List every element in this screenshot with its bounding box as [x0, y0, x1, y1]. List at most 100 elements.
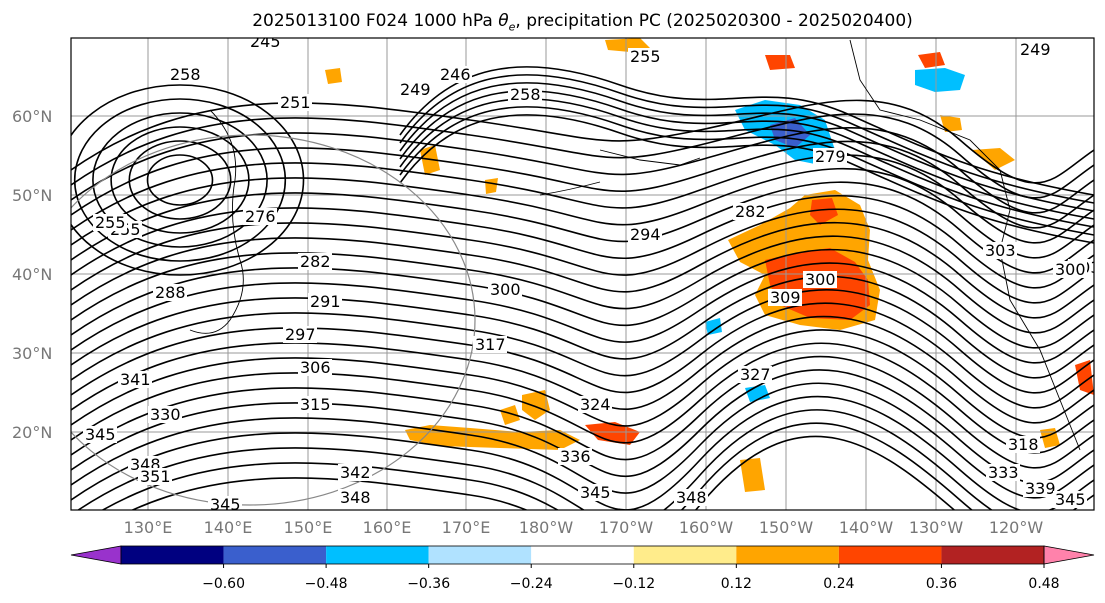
- theta-e-contour: [399, 114, 1094, 244]
- contour-label-background: [398, 81, 432, 98]
- precip-positive-patch: [325, 68, 342, 84]
- contour-label: 327: [740, 365, 771, 384]
- theta-e-contour: [399, 74, 1094, 204]
- longitude-label: 120°W: [989, 518, 1044, 537]
- contour-label: 300: [805, 270, 836, 289]
- theta-e-contour: [71, 275, 1094, 379]
- longitude-label: 130°E: [124, 518, 173, 537]
- longitude-label: 160°W: [679, 518, 734, 537]
- longitude-label: 140°W: [839, 518, 894, 537]
- longitude-label: 160°E: [363, 518, 412, 537]
- theta-e-contour: [71, 154, 1094, 244]
- theta-e-contour: [399, 82, 1094, 212]
- contour-label-background: [298, 396, 332, 413]
- map-title: 2025013100 F024 1000 hPa θe, precipitati…: [252, 11, 913, 34]
- contour-label: 342: [340, 463, 371, 482]
- contour-label: 279: [815, 147, 846, 166]
- contour-label-background: [738, 366, 772, 383]
- theta-e-contour: [73, 98, 287, 262]
- theta-e-contour: [146, 154, 214, 206]
- theta-e-contour: [71, 289, 1094, 394]
- theta-e-contour: [71, 382, 1094, 499]
- colorbar-segment: [941, 546, 1044, 564]
- contour-label: 249: [1020, 40, 1051, 59]
- contour-label: 333: [988, 463, 1019, 482]
- contour-label: 341: [120, 370, 151, 389]
- contour-label-background: [93, 214, 127, 231]
- contour-label: 345: [85, 425, 116, 444]
- precip-negative-patch: [915, 68, 965, 92]
- contour-labels: 245 258 251 249 246 255 258 255 249 276 282 291 297 3…: [83, 32, 1094, 510]
- contour-label: 276: [245, 207, 276, 226]
- contour-label: 258: [510, 85, 541, 104]
- contour-label: 300: [1055, 260, 1086, 279]
- contour-label-background: [208, 496, 242, 510]
- contour-label-background: [308, 293, 342, 310]
- colorbar-tick-label: −0.12: [612, 576, 655, 592]
- contour-label: 291: [310, 292, 341, 311]
- theta-e-contour: [92, 112, 268, 248]
- graticule: [71, 38, 1094, 510]
- theta-e-contour: [71, 262, 1094, 364]
- precip-strong-patch: [810, 198, 838, 225]
- theta-e-contour: [71, 208, 1094, 304]
- latitude-label: 30°N: [12, 344, 52, 363]
- latitude-label: 20°N: [12, 423, 52, 442]
- colorbar-tick-label: −0.36: [407, 576, 450, 592]
- longitude-label: 150°E: [284, 518, 333, 537]
- precip-positive-patch: [500, 405, 520, 425]
- colorbar-outline: [120, 545, 1045, 565]
- longitude-label: 150°W: [759, 518, 814, 537]
- theta-e-contour: [71, 127, 1094, 214]
- contour-label: 339: [1025, 479, 1056, 498]
- contour-label-background: [1018, 41, 1052, 58]
- theta-e-contour: [399, 66, 1094, 196]
- colorbar-tick-label: 0.24: [823, 576, 854, 592]
- precip-positive-patch: [765, 55, 795, 70]
- precip-positive-patch: [918, 52, 945, 68]
- colorbar-extend-low: [70, 545, 122, 565]
- colorbar-segment: [428, 546, 532, 564]
- contour-label: 317: [475, 335, 506, 354]
- longitude-label: 130°W: [909, 518, 964, 537]
- contour-label-background: [578, 396, 612, 413]
- contour-label-background: [983, 242, 1017, 259]
- contour-label-background: [243, 208, 277, 225]
- contour-label-background: [283, 326, 317, 343]
- contour-label: 258: [170, 65, 201, 84]
- precip-positive-patch: [972, 148, 1015, 170]
- theta-e-contour: [71, 167, 1094, 259]
- contour-label-background: [1006, 436, 1040, 453]
- contour-label: 245: [250, 32, 281, 51]
- contour-label-background: [148, 406, 182, 423]
- colorbar: −0.60 −0.48 −0.36 −0.24 −0.12 0.12 0.24 0.36 0.4…: [70, 545, 1095, 592]
- colorbar-segment: [326, 546, 429, 564]
- colorbar-segment: [633, 546, 737, 564]
- contour-label: 336: [560, 447, 591, 466]
- contour-label-background: [1053, 491, 1087, 508]
- contour-label-background: [153, 284, 187, 301]
- coastlines: [189, 39, 1081, 451]
- contour-label: 249: [400, 80, 431, 99]
- theta-e-contour: [71, 235, 1094, 334]
- contour-label-background: [733, 203, 767, 220]
- theta-e-contour: [71, 315, 1094, 424]
- precip-positive-patch: [522, 390, 550, 420]
- contour-label: 348: [340, 488, 371, 507]
- longitude-label: 170°E: [442, 518, 491, 537]
- contour-label: 300: [490, 280, 521, 299]
- contour-label: 294: [630, 225, 661, 244]
- precip-negative-patch: [705, 318, 722, 335]
- contour-label-background: [338, 489, 372, 506]
- contour-label-background: [628, 48, 662, 65]
- contour-label: 288: [155, 283, 186, 302]
- contour-label-background: [248, 38, 282, 50]
- latitude-label: 40°N: [12, 265, 52, 284]
- contour-label-background: [1023, 480, 1057, 497]
- contour-label-background: [298, 253, 332, 270]
- precipitation-shading: [325, 38, 1094, 492]
- colorbar-segment: [736, 546, 839, 564]
- contour-label-background: [338, 464, 372, 481]
- contour-label-background: [768, 289, 802, 306]
- theta-e-contour: [71, 395, 1094, 510]
